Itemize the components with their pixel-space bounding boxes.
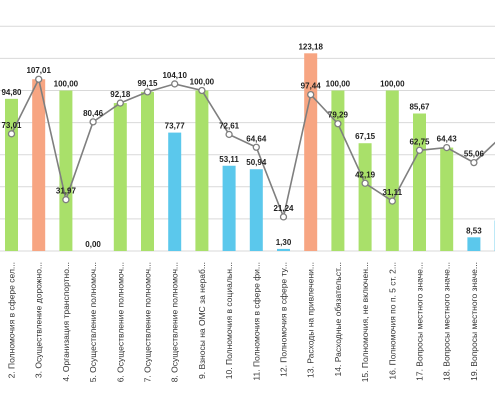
bar-data-label: 100,00 bbox=[380, 80, 405, 89]
category-label: 6. Осуществление полномоч... bbox=[115, 262, 125, 382]
line-data-label: 99,15 bbox=[137, 79, 158, 88]
line-data-label: 31,11 bbox=[383, 188, 403, 197]
category-label: 2. Полномочия в сфере сел... bbox=[7, 262, 17, 378]
line-point bbox=[198, 86, 206, 95]
line-point bbox=[415, 146, 424, 154]
line-data-label: 55,06 bbox=[464, 150, 485, 159]
category-label: 17. Вопросы местного значе... bbox=[415, 262, 425, 381]
category-label: 16. Полномочия по п. 5 ст. 2... bbox=[387, 262, 397, 380]
line-series bbox=[7, 75, 495, 221]
bar-data-label: 1,30 bbox=[276, 238, 292, 247]
line-point bbox=[7, 130, 16, 138]
category-label: 5. Осуществление полномоч... bbox=[88, 262, 98, 382]
bar-data-label: 67,15 bbox=[355, 132, 376, 141]
line-data-label: 107,01 bbox=[26, 66, 51, 75]
bar-data-label: 53,11 bbox=[219, 155, 239, 164]
line-point bbox=[35, 75, 43, 83]
bar bbox=[249, 169, 263, 251]
category-label: 3. Осуществление дорожно... bbox=[34, 262, 44, 378]
line-point bbox=[334, 120, 342, 128]
category-label: 11. Полномочия в сфере фи... bbox=[251, 262, 261, 381]
category-label: 14. Расходные обязательст... bbox=[333, 262, 343, 376]
bar-data-label: 100,00 bbox=[54, 80, 79, 89]
bar-data-label: 8,53 bbox=[466, 226, 482, 235]
bar bbox=[59, 90, 73, 251]
bar-data-labels: 94,80 100,00 0,00 73,77 53,11 50,94 1,30 123,18… bbox=[1, 42, 482, 249]
category-label: 12. Полномочия в сфере ту... bbox=[279, 262, 289, 377]
line-data-label: 72,61 bbox=[219, 121, 240, 130]
line-data-label: 64,64 bbox=[246, 134, 267, 143]
line-data-label: 64,43 bbox=[437, 135, 458, 144]
category-label: 9. Взносы на ОМС за нераб... bbox=[197, 262, 207, 379]
line-data-label: 100,00 bbox=[190, 78, 215, 87]
line-point bbox=[443, 143, 451, 152]
bar bbox=[440, 147, 454, 251]
line-point bbox=[388, 197, 396, 205]
line-data-label: 31,97 bbox=[56, 187, 77, 196]
line-data-label: 62,75 bbox=[409, 137, 430, 146]
category-label: 4. Организация транспортно... bbox=[61, 262, 71, 382]
bar-data-label: 50,94 bbox=[246, 158, 267, 167]
bar bbox=[304, 53, 318, 252]
category-label: 19. Вопросы местного значе... bbox=[469, 262, 479, 381]
line-data-label: 73,01 bbox=[1, 121, 22, 130]
line-point bbox=[143, 88, 152, 96]
line-point bbox=[171, 80, 179, 88]
line-data-label: 97,44 bbox=[301, 82, 322, 91]
line-data-labels: 73,01107,0131,9780,4692,1899,15104,10100… bbox=[1, 66, 485, 213]
bar bbox=[358, 143, 372, 251]
line-point bbox=[307, 90, 315, 99]
bar bbox=[467, 237, 481, 251]
line-point bbox=[470, 158, 478, 167]
category-label: 15. Полномочия, не включен... bbox=[360, 262, 370, 382]
line-data-label: 104,10 bbox=[162, 71, 187, 80]
line-data-label: 80,46 bbox=[83, 109, 104, 118]
bar-data-label: 123,18 bbox=[298, 42, 323, 51]
category-label: 7. Осуществление полномоч... bbox=[143, 262, 153, 382]
bar-series bbox=[5, 53, 495, 252]
bar bbox=[413, 113, 426, 251]
bar bbox=[385, 90, 399, 251]
category-label: 8. Осуществление полномоч... bbox=[170, 262, 180, 382]
line-data-label: 42,19 bbox=[355, 170, 376, 179]
bar bbox=[141, 91, 154, 251]
line-point bbox=[116, 99, 124, 107]
bar bbox=[5, 98, 18, 251]
bar bbox=[113, 103, 127, 251]
line-point bbox=[252, 143, 260, 151]
bar-data-label: 73,77 bbox=[165, 122, 186, 131]
bar-data-label: 85,67 bbox=[409, 102, 430, 111]
bar-data-label: 0,00 bbox=[85, 240, 101, 249]
gridlines bbox=[0, 25, 495, 252]
line-point bbox=[89, 118, 97, 126]
line-data-label: 79,29 bbox=[328, 111, 349, 120]
bar bbox=[222, 165, 236, 251]
line-data-label: 21,24 bbox=[273, 204, 294, 213]
category-label: 18. Вопросы местного значе... bbox=[442, 262, 452, 381]
line-point bbox=[279, 213, 288, 221]
line-point bbox=[361, 179, 369, 187]
line-data-label: 92,18 bbox=[110, 90, 131, 99]
line-point bbox=[62, 196, 70, 204]
bar bbox=[195, 90, 209, 251]
bar bbox=[277, 248, 290, 251]
category-labels: 2. Полномочия в сфере сел... 3. Осуществл… bbox=[7, 262, 479, 382]
category-label: 10. Полномочия в социальн... bbox=[224, 262, 234, 379]
bar-data-label: 100,00 bbox=[326, 80, 351, 89]
category-label: 13. Расходы на привлечени... bbox=[306, 262, 316, 378]
bar bbox=[168, 132, 182, 251]
bar-data-label: 94,80 bbox=[1, 88, 22, 97]
line-point bbox=[225, 130, 233, 139]
bar bbox=[32, 79, 46, 251]
